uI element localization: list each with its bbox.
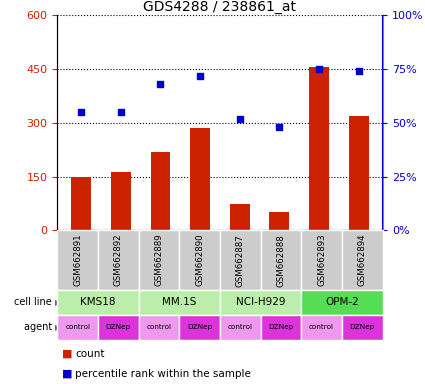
Text: GSM662887: GSM662887 [236, 234, 245, 286]
Title: GDS4288 / 238861_at: GDS4288 / 238861_at [143, 0, 296, 14]
Text: GSM662889: GSM662889 [154, 234, 164, 286]
Text: DZNep: DZNep [268, 324, 294, 330]
Text: DZNep: DZNep [349, 324, 375, 330]
Bar [71, 177, 91, 230]
Text: control: control [309, 324, 334, 330]
Text: percentile rank within the sample: percentile rank within the sample [75, 369, 251, 379]
Point [316, 66, 323, 72]
Bar [349, 116, 368, 230]
Text: count: count [75, 349, 105, 359]
Bar [111, 172, 131, 230]
Point [78, 109, 85, 115]
Text: MM.1S: MM.1S [162, 297, 196, 308]
Text: DZNep: DZNep [106, 324, 131, 330]
Bar [190, 128, 210, 230]
Bar [269, 212, 289, 230]
Text: GSM662894: GSM662894 [358, 234, 367, 286]
Bar [230, 204, 249, 230]
Point [157, 81, 164, 87]
Text: OPM-2: OPM-2 [325, 297, 359, 308]
Point [197, 73, 204, 79]
Text: NCI-H929: NCI-H929 [236, 297, 285, 308]
Text: control: control [65, 324, 90, 330]
Text: GSM662893: GSM662893 [317, 234, 326, 286]
Bar [309, 67, 329, 230]
Text: DZNep: DZNep [187, 324, 212, 330]
Text: ▶: ▶ [55, 298, 62, 307]
Bar [150, 152, 170, 230]
Text: control: control [228, 324, 253, 330]
Text: KMS18: KMS18 [80, 297, 116, 308]
Point [276, 124, 283, 130]
Point [236, 116, 243, 122]
Text: GSM662890: GSM662890 [195, 234, 204, 286]
Point [355, 68, 362, 74]
Text: control: control [147, 324, 171, 330]
Text: ■: ■ [62, 349, 72, 359]
Text: GSM662891: GSM662891 [73, 234, 82, 286]
Text: agent: agent [24, 322, 55, 333]
Text: ■: ■ [62, 369, 72, 379]
Text: cell line: cell line [14, 297, 55, 308]
Text: ▶: ▶ [55, 323, 62, 332]
Text: GSM662892: GSM662892 [114, 234, 123, 286]
Point [117, 109, 124, 115]
Text: GSM662888: GSM662888 [276, 234, 286, 286]
